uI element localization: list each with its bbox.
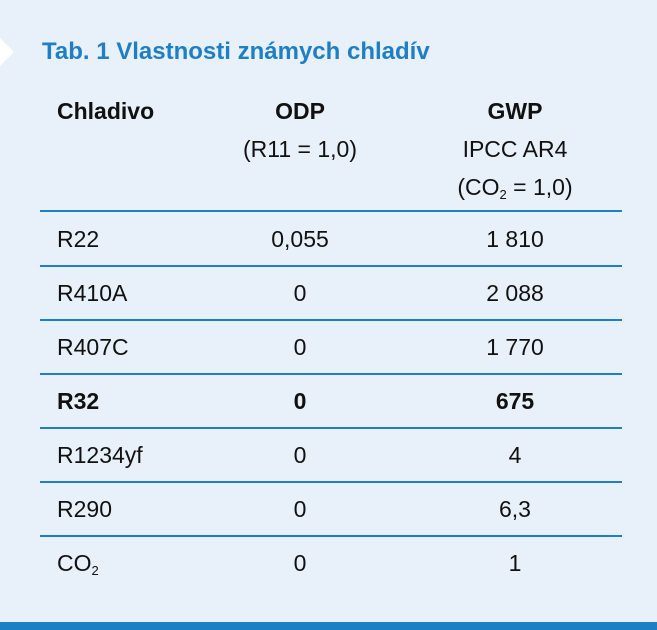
refrigerant-name: R290 bbox=[57, 496, 112, 522]
bottom-accent-bar bbox=[0, 622, 657, 630]
header-odp-label: ODP bbox=[275, 98, 325, 124]
cell-gwp: 2 088 bbox=[486, 280, 544, 306]
cell-refrigerant: R22 bbox=[57, 225, 99, 253]
header-refrigerant: Chladivo bbox=[57, 92, 154, 130]
refrigerant-subscript: 2 bbox=[91, 563, 99, 578]
cell-refrigerant: R290 bbox=[57, 495, 112, 523]
table-divider bbox=[40, 210, 622, 212]
row-divider bbox=[40, 319, 622, 321]
gwp-ref-open: (CO bbox=[457, 174, 500, 200]
row-divider bbox=[40, 427, 622, 429]
cell-odp: 0 bbox=[293, 388, 307, 414]
header-refrigerant-label: Chladivo bbox=[57, 98, 155, 124]
table-row: R290 0 6,3 bbox=[0, 482, 657, 537]
header-gwp-reference: (CO2 = 1,0) bbox=[420, 168, 610, 206]
arrow-marker-icon bbox=[0, 38, 14, 66]
table-row: CO2 0 1 bbox=[0, 536, 657, 590]
cell-odp: 0,055 bbox=[271, 226, 329, 252]
refrigerant-name: R32 bbox=[57, 388, 100, 414]
row-divider bbox=[40, 265, 622, 267]
gwp-ref-subscript: 2 bbox=[499, 187, 507, 202]
cell-odp: 0 bbox=[293, 550, 307, 576]
header-gwp-note: IPCC AR4 bbox=[462, 136, 568, 162]
cell-gwp: 1 bbox=[508, 550, 522, 576]
refrigerant-name: R407C bbox=[57, 334, 129, 360]
cell-odp: 0 bbox=[293, 496, 307, 522]
refrigerant-name: R410A bbox=[57, 280, 128, 306]
gwp-ref-close: = 1,0) bbox=[506, 174, 573, 200]
table-row: R22 0,055 1 810 bbox=[0, 212, 657, 267]
table-row: R32 0 675 bbox=[0, 374, 657, 429]
row-divider bbox=[40, 373, 622, 375]
cell-gwp: 675 bbox=[495, 388, 535, 414]
cell-gwp: 6,3 bbox=[499, 496, 531, 522]
cell-odp: 0 bbox=[293, 280, 307, 306]
table-title: Tab. 1 Vlastnosti známych chladív bbox=[42, 38, 430, 65]
header-gwp-label: GWP bbox=[487, 98, 543, 124]
cell-gwp: 4 bbox=[508, 442, 522, 468]
cell-gwp: 1 770 bbox=[486, 334, 544, 360]
refrigerant-name: CO bbox=[57, 550, 92, 576]
table-row: R410A 0 2 088 bbox=[0, 266, 657, 321]
header-odp: ODP (R11 = 1,0) bbox=[215, 92, 385, 168]
row-divider bbox=[40, 535, 622, 537]
cell-refrigerant: CO2 bbox=[57, 549, 99, 577]
cell-refrigerant: R1234yf bbox=[57, 441, 143, 469]
cell-odp: 0 bbox=[293, 442, 307, 468]
cell-refrigerant: R407C bbox=[57, 333, 129, 361]
table-row: R1234yf 0 4 bbox=[0, 428, 657, 483]
cell-refrigerant: R32 bbox=[57, 387, 99, 415]
row-divider bbox=[40, 481, 622, 483]
cell-gwp: 1 810 bbox=[486, 226, 544, 252]
refrigerant-name: R22 bbox=[57, 226, 100, 252]
cell-refrigerant: R410A bbox=[57, 279, 127, 307]
header-odp-note: (R11 = 1,0) bbox=[243, 136, 357, 162]
cell-odp: 0 bbox=[293, 334, 307, 360]
refrigerant-name: R1234yf bbox=[57, 442, 143, 468]
header-gwp: GWP IPCC AR4 (CO2 = 1,0) bbox=[420, 92, 610, 206]
table-row: R407C 0 1 770 bbox=[0, 320, 657, 375]
